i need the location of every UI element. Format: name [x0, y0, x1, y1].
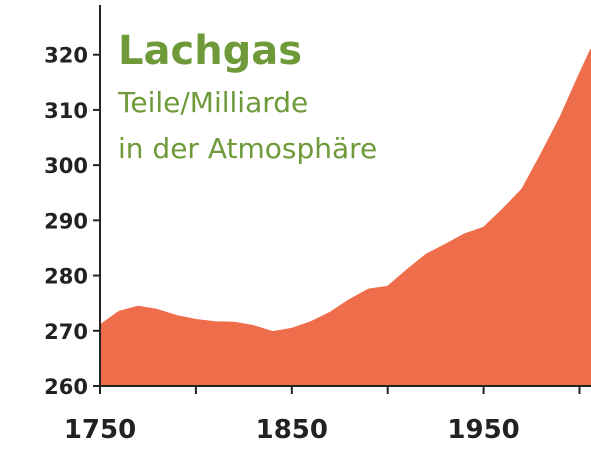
chart-subtitle: Teile/Milliarde	[117, 86, 308, 119]
y-tick-label: 290	[44, 209, 88, 233]
y-tick-label: 260	[44, 375, 88, 399]
chart-title: Lachgas	[118, 28, 302, 74]
y-tick-label: 310	[44, 99, 88, 123]
y-tick-label: 270	[44, 320, 88, 344]
y-tick-label: 280	[44, 265, 88, 289]
x-tick-label: 1950	[447, 415, 519, 445]
area-fill	[100, 49, 591, 386]
y-tick-label: 320	[44, 44, 88, 68]
x-tick-label: 1750	[64, 415, 136, 445]
area-line	[99, 48, 591, 333]
y-tick-label: 300	[44, 154, 88, 178]
chart-subtitle: in der Atmosphäre	[118, 132, 377, 165]
plot-area: 260 270 280 290 300 310 320 1750 1850 1950	[44, 5, 591, 445]
x-tick-label: 1850	[256, 415, 328, 445]
